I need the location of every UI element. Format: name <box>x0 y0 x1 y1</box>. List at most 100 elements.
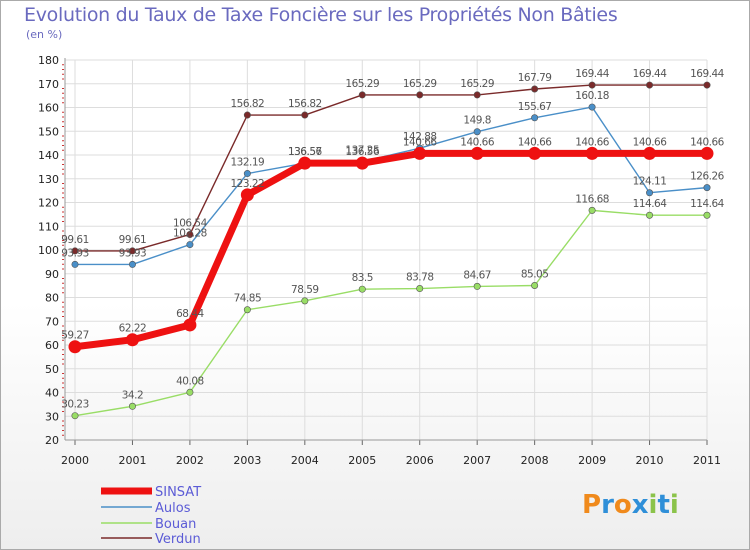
x-tick-label: 2003 <box>233 454 261 467</box>
data-point-bouan <box>473 282 481 290</box>
data-point-bouan <box>646 211 654 219</box>
y-tick-label: 40 <box>45 387 59 400</box>
logo-letter: i <box>648 490 658 520</box>
data-label-sinsat: 140.66 <box>575 136 610 148</box>
data-label-sinsat: 136.57 <box>288 146 322 158</box>
x-tick-label: 2009 <box>578 454 606 467</box>
data-label-sinsat: 140.66 <box>460 136 495 148</box>
data-point-verdun <box>531 85 539 93</box>
data-label-verdun: 99.61 <box>119 234 147 246</box>
data-point-bouan <box>588 206 596 214</box>
y-axis-unit: (en %) <box>26 28 63 41</box>
data-point-verdun <box>71 247 79 255</box>
data-label-bouan: 34.2 <box>122 389 143 401</box>
data-point-aulos <box>186 241 194 249</box>
data-point-bouan <box>531 282 539 290</box>
data-label-sinsat: 68.44 <box>176 308 204 320</box>
data-point-verdun <box>301 111 309 119</box>
data-point-sinsat <box>413 146 427 160</box>
data-label-bouan: 30.23 <box>61 399 89 411</box>
data-point-sinsat <box>585 146 599 160</box>
y-tick-label: 50 <box>45 363 59 376</box>
logo-letter: t <box>657 490 670 520</box>
data-label-aulos: 136.56 <box>288 146 323 158</box>
data-point-bouan <box>128 402 136 410</box>
y-tick-label: 150 <box>38 125 59 138</box>
x-tick-label: 2006 <box>406 454 434 467</box>
data-point-sinsat <box>240 188 254 202</box>
x-tick-label: 2005 <box>348 454 376 467</box>
data-point-verdun <box>416 91 424 99</box>
y-tick-label: 30 <box>45 410 59 423</box>
x-tick-label: 2001 <box>118 454 146 467</box>
data-label-sinsat: 140.66 <box>690 136 725 148</box>
data-label-aulos: 142.88 <box>403 131 437 143</box>
y-tick-label: 110 <box>38 220 59 233</box>
data-label-sinsat: 123.22 <box>230 178 264 190</box>
data-point-bouan <box>301 297 309 305</box>
logo-letter: P <box>582 490 602 520</box>
data-point-bouan <box>243 306 251 314</box>
data-label-bouan: 74.85 <box>234 293 262 305</box>
data-label-aulos: 137.25 <box>345 145 379 157</box>
logo-letter: i <box>669 490 679 520</box>
series-line-bouan <box>74 209 707 417</box>
y-tick-label: 60 <box>45 339 59 352</box>
data-label-sinsat: 136.56 <box>345 146 380 158</box>
data-point-verdun <box>646 81 654 89</box>
data-label-bouan: 78.59 <box>291 284 319 296</box>
data-label-aulos: 160.18 <box>575 90 609 102</box>
data-label-verdun: 156.82 <box>230 98 264 110</box>
x-tick-label: 2010 <box>636 454 664 467</box>
data-label-bouan: 116.68 <box>575 193 609 205</box>
data-point-bouan <box>416 285 424 293</box>
data-label-verdun: 169.44 <box>575 68 610 80</box>
data-label-verdun: 156.82 <box>288 98 322 110</box>
legend-label-aulos: Aulos <box>155 501 191 516</box>
data-point-sinsat <box>700 146 714 160</box>
data-label-verdun: 106.54 <box>173 217 208 229</box>
data-label-sinsat: 62.22 <box>119 323 147 335</box>
legend-label-bouan: Bouan <box>155 517 196 532</box>
y-tick-label: 90 <box>45 268 59 281</box>
proxiti-logo: Proxiti <box>582 490 679 520</box>
data-label-bouan: 84.67 <box>463 269 491 281</box>
y-tick-label: 120 <box>38 197 59 210</box>
data-point-bouan <box>358 285 366 293</box>
data-point-aulos <box>473 128 481 136</box>
legend-label-verdun: Verdun <box>155 532 201 547</box>
logo-letter: o <box>613 490 632 520</box>
data-point-aulos <box>588 103 596 111</box>
data-label-verdun: 165.29 <box>460 78 494 90</box>
data-label-verdun: 99.61 <box>61 234 89 246</box>
y-tick-label: 180 <box>38 54 59 67</box>
data-label-aulos: 132.19 <box>230 157 264 169</box>
y-tick-label: 160 <box>38 102 59 115</box>
data-point-sinsat <box>183 318 197 332</box>
x-tick-label: 2002 <box>176 454 204 467</box>
data-point-verdun <box>358 91 366 99</box>
data-point-sinsat <box>643 146 657 160</box>
data-point-aulos <box>71 260 79 268</box>
data-point-aulos <box>703 184 711 192</box>
x-tick-label: 2008 <box>521 454 549 467</box>
data-label-aulos: 126.26 <box>690 171 725 183</box>
data-point-bouan <box>186 388 194 396</box>
x-tick-label: 2000 <box>61 454 89 467</box>
data-label-bouan: 83.5 <box>352 272 373 284</box>
legend-label-sinsat: SINSAT <box>155 485 201 500</box>
series-line-sinsat <box>74 149 707 351</box>
chart-title: Evolution du Taux de Taxe Foncière sur l… <box>24 4 618 26</box>
data-point-aulos <box>646 189 654 197</box>
data-label-aulos: 102.28 <box>173 228 207 240</box>
y-tick-label: 20 <box>45 434 59 447</box>
data-label-bouan: 40.08 <box>176 375 204 387</box>
data-point-sinsat <box>470 146 484 160</box>
data-label-sinsat: 140.66 <box>518 136 553 148</box>
data-label-aulos: 93.93 <box>61 247 89 259</box>
data-label-verdun: 165.29 <box>345 78 379 90</box>
series-line-verdun <box>75 84 707 252</box>
data-label-verdun: 169.44 <box>633 68 668 80</box>
